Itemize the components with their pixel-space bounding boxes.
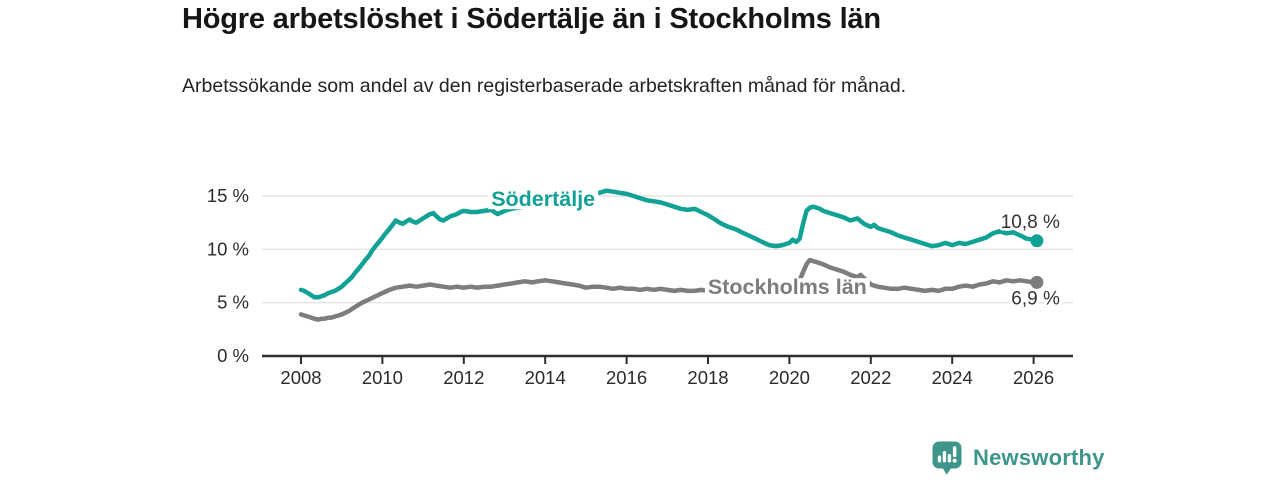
x-axis-tick-label: 2008: [280, 367, 321, 388]
x-axis-tick-label: 2024: [932, 367, 973, 388]
series-label-halo-sodertalje: [488, 190, 599, 210]
x-axis-tick-label: 2010: [362, 367, 403, 388]
chart-subtitle: Arbetssökande som andel av den registerb…: [182, 75, 907, 97]
chart-title: Högre arbetslöshet i Södertälje än i Sto…: [182, 3, 881, 35]
x-axis-tick-label: 2022: [850, 367, 891, 388]
y-axis-tick-label: 0 %: [217, 345, 249, 366]
x-axis-tick-label: 2026: [1013, 367, 1054, 388]
y-axis-tick-label: 5 %: [217, 292, 249, 313]
x-axis-tick-label: 2012: [443, 367, 484, 388]
x-axis-tick-label: 2020: [769, 367, 810, 388]
series-end-value-sodertalje: 10,8 %: [1001, 212, 1060, 233]
series-end-dot-stockholms-lan: [1030, 275, 1044, 289]
bar-chart-speech-bubble-icon: [932, 441, 962, 475]
series-label-sodertalje: Södertälje: [491, 187, 595, 211]
series-end-dot-sodertalje: [1030, 234, 1044, 248]
x-axis-tick-label: 2018: [687, 367, 728, 388]
brand-name: Newsworthy: [973, 445, 1105, 470]
series-end-value-stockholms-lan: 6,9 %: [1011, 288, 1060, 309]
newsworthy-logo-link[interactable]: Newsworthy: [931, 440, 1105, 476]
y-axis-tick-label: 15 %: [207, 185, 249, 206]
series-label-stockholms-lan: Stockholms län: [708, 275, 867, 299]
y-axis-tick-label: 10 %: [207, 238, 249, 259]
x-axis-tick-label: 2014: [525, 367, 566, 388]
series-label-halo-stockholms-lan: [704, 278, 870, 298]
series-line-stockholms-lan: [298, 257, 1040, 322]
x-axis-tick-label: 2016: [606, 367, 647, 388]
series-line-sodertalje: [298, 188, 1040, 300]
